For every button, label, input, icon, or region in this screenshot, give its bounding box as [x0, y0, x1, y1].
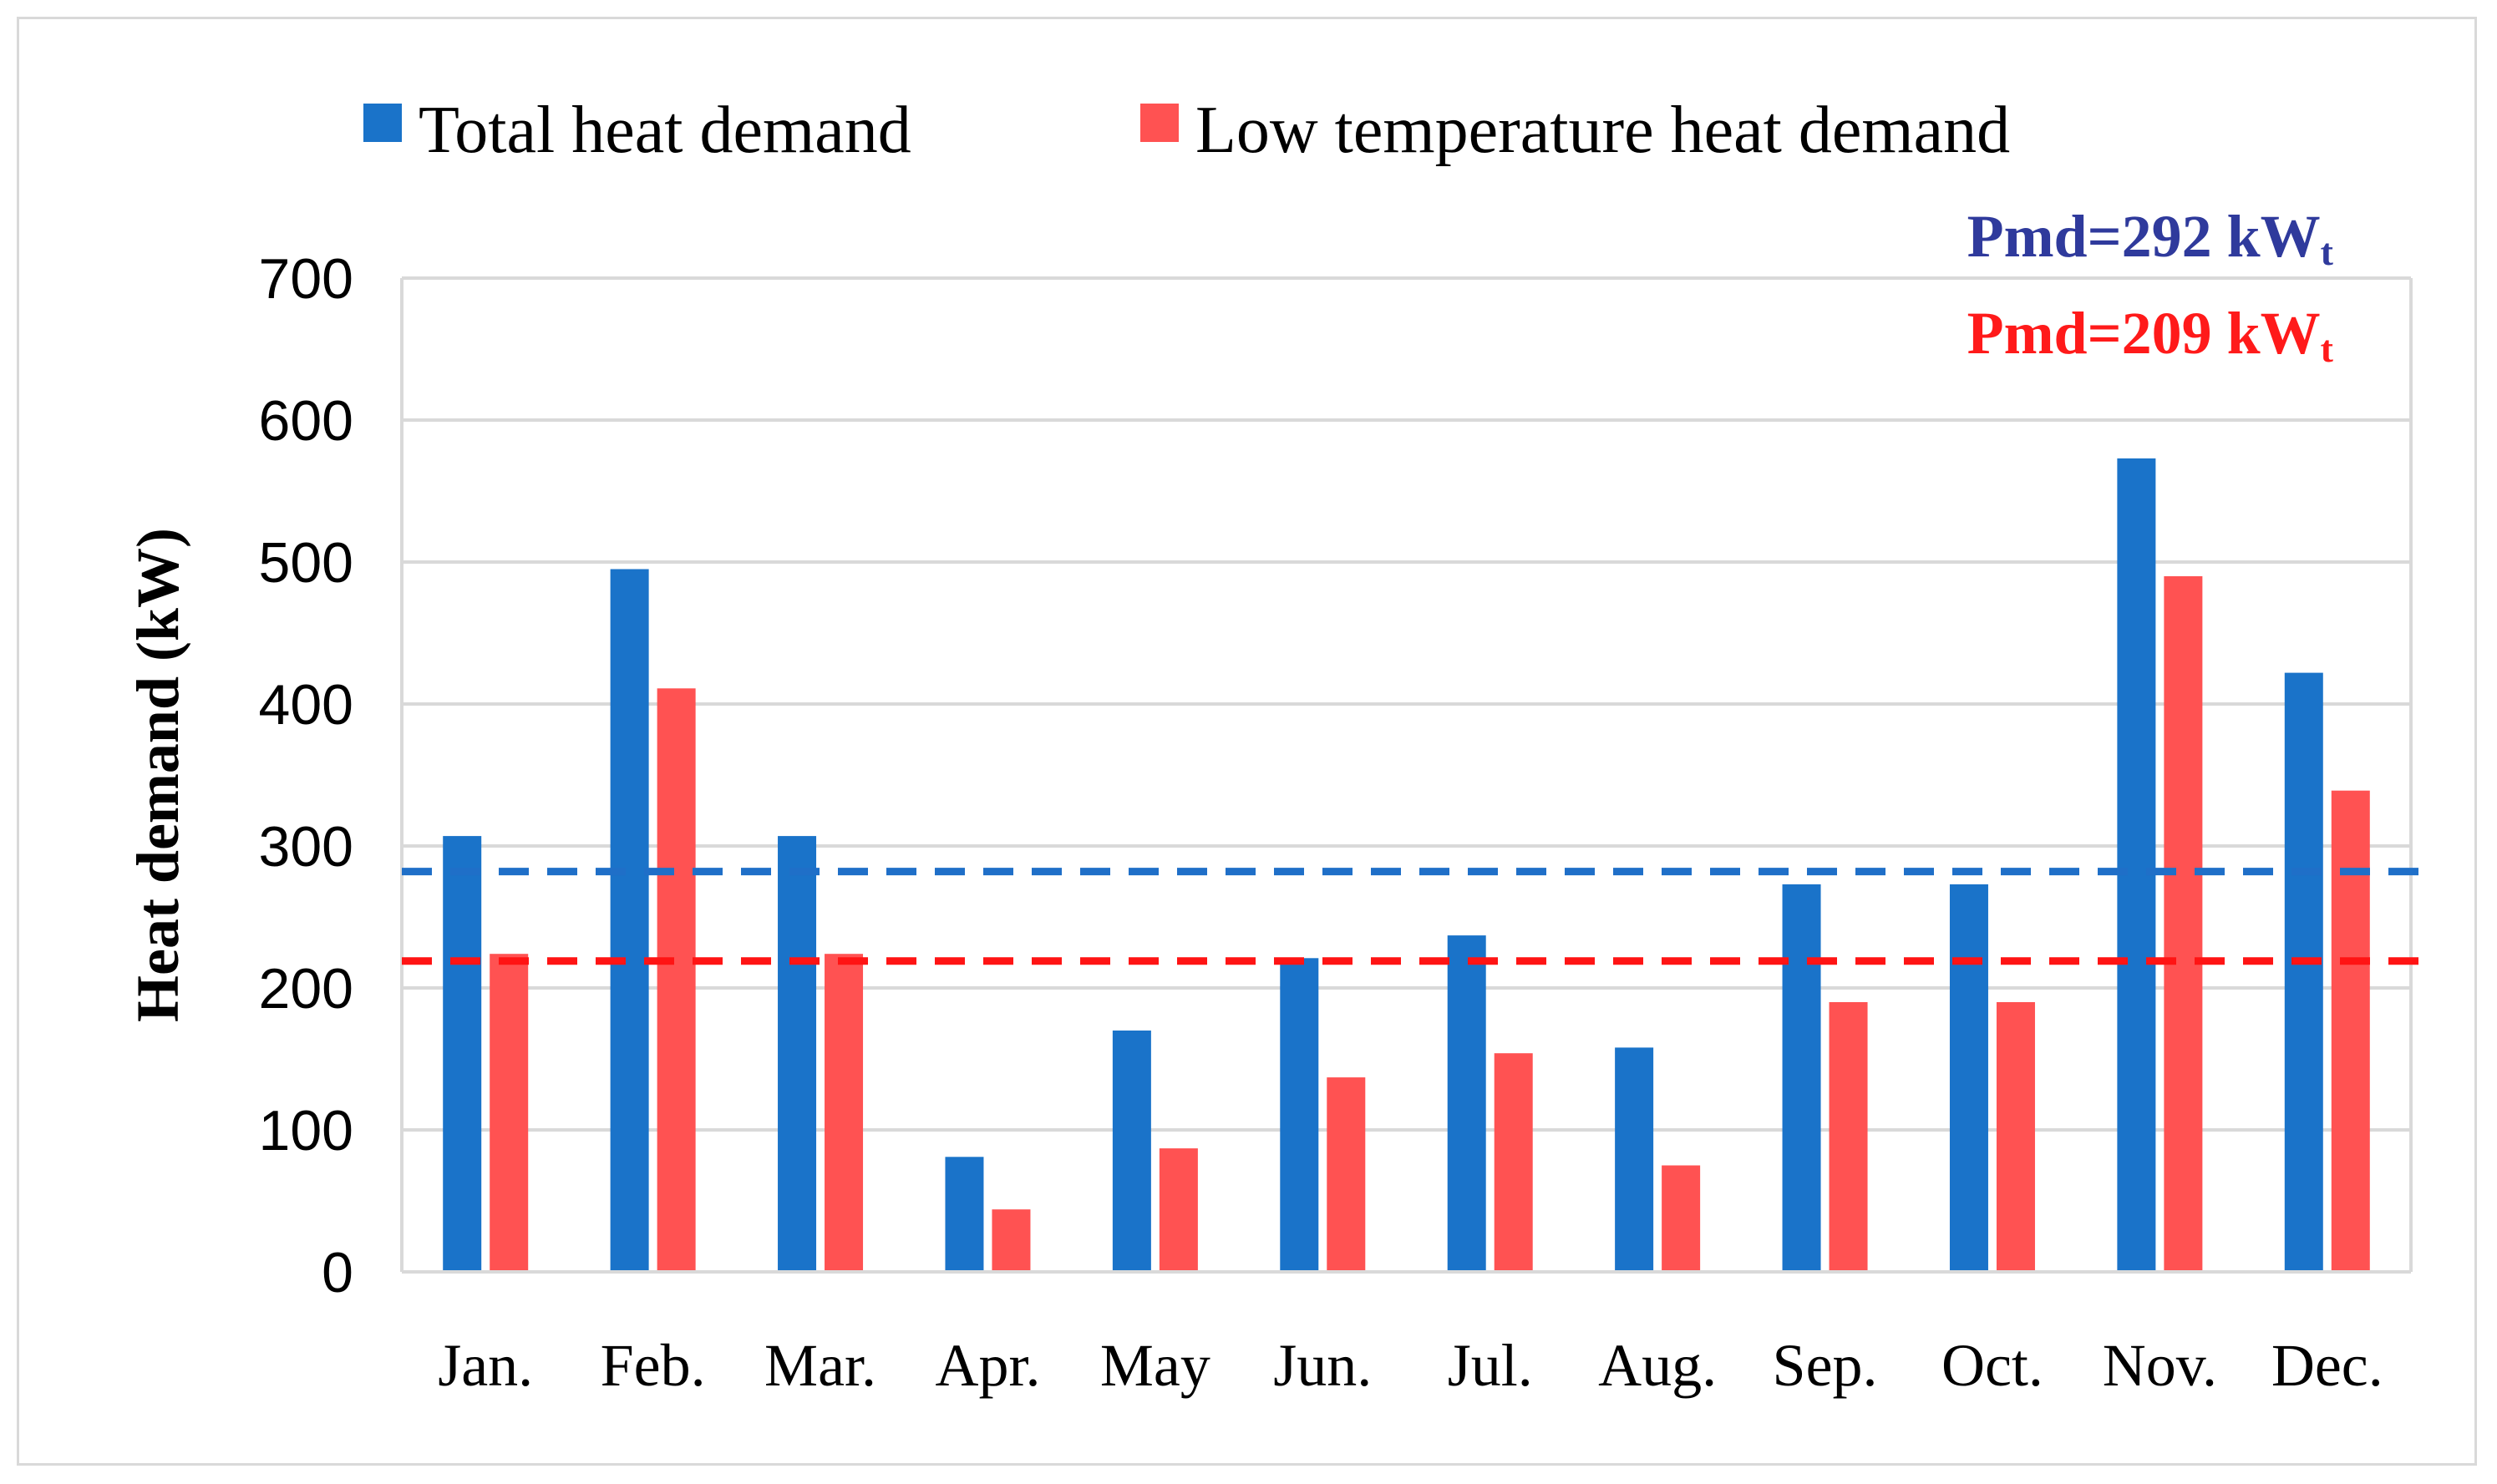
x-tick-label: Oct. [1941, 1332, 2043, 1399]
x-tick-label: Jan. [438, 1332, 533, 1399]
bar-low-temperature-heat [992, 1209, 1030, 1272]
bars-layer [443, 458, 2370, 1272]
grid-layer [402, 278, 2411, 1272]
bar-total-heat [1950, 884, 1988, 1272]
bar-low-temperature-heat [1662, 1166, 1700, 1273]
bar-total-heat [443, 836, 481, 1272]
bar-total-heat [1280, 958, 1318, 1272]
y-tick-label: 400 [259, 673, 353, 737]
bar-low-temperature-heat [657, 688, 696, 1272]
x-tick-label: Sep. [1773, 1332, 1878, 1399]
bar-total-heat [945, 1157, 983, 1272]
bar-low-temperature-heat [2164, 576, 2202, 1272]
bar-total-heat [1615, 1047, 1653, 1272]
legend-swatch-low-temperature [1140, 104, 1179, 142]
bar-total-heat [2285, 673, 2323, 1272]
x-tick-label: Dec. [2271, 1332, 2383, 1399]
bar-low-temperature-heat [825, 954, 863, 1272]
bar-total-heat [1113, 1031, 1151, 1272]
x-tick-label: Nov. [2103, 1332, 2217, 1399]
pmd-label-main: Pmd=209 kW [1967, 300, 2321, 367]
pmd-label-total: Pmd=292 kWt [1967, 203, 2334, 273]
x-tick-label: Jun. [1273, 1332, 1372, 1399]
y-tick-label: 0 [322, 1241, 353, 1304]
pmd-label-main: Pmd=292 kW [1967, 203, 2321, 270]
chart-frame: 0 100 200 300 400 500 600 700 Jan. Feb. Mar. Apr. Ma… [17, 17, 2477, 1466]
x-tick-label: Feb. [601, 1332, 706, 1399]
pmd-label-low-temperature: Pmd=209 kWt [1967, 300, 2334, 370]
x-tick-label: Mar. [764, 1332, 876, 1399]
y-axis-label: Heat demand (kW) [124, 528, 191, 1022]
legend-swatch-total [363, 104, 402, 142]
x-tick-label: May [1100, 1332, 1210, 1399]
pmd-label-subscript: t [2321, 327, 2334, 370]
bar-total-heat [1448, 935, 1486, 1272]
bar-total-heat [611, 570, 649, 1273]
y-tick-label: 100 [259, 1099, 353, 1162]
bar-low-temperature-heat [1327, 1077, 1365, 1272]
pmd-label-subscript: t [2321, 230, 2334, 273]
heat-demand-chart: 0 100 200 300 400 500 600 700 Jan. Feb. Mar. Apr. Ma… [19, 19, 2479, 1468]
legend-label-total: Total heat demand [419, 94, 911, 167]
x-tick-label: Apr. [935, 1332, 1040, 1399]
y-tick-label: 300 [259, 815, 353, 879]
bar-low-temperature-heat [2332, 791, 2370, 1272]
y-tick-label: 700 [259, 247, 353, 311]
bar-total-heat [2117, 458, 2155, 1272]
bar-total-heat [778, 836, 816, 1272]
bar-low-temperature-heat [1495, 1053, 1533, 1272]
bar-low-temperature-heat [1997, 1002, 2035, 1272]
x-tick-label: Aug. [1598, 1332, 1717, 1399]
bar-low-temperature-heat [490, 954, 528, 1272]
y-tick-label: 500 [259, 531, 353, 595]
legend: Total heat demand Low temperature heat de… [363, 94, 2010, 167]
y-tick-label: 600 [259, 389, 353, 453]
legend-label-low-temperature: Low temperature heat demand [1195, 94, 2010, 167]
bar-total-heat [1783, 884, 1821, 1272]
y-tick-label: 200 [259, 957, 353, 1021]
bar-low-temperature-heat [1160, 1148, 1198, 1272]
x-tick-label: Jul. [1448, 1332, 1533, 1399]
bar-low-temperature-heat [1830, 1002, 1868, 1272]
